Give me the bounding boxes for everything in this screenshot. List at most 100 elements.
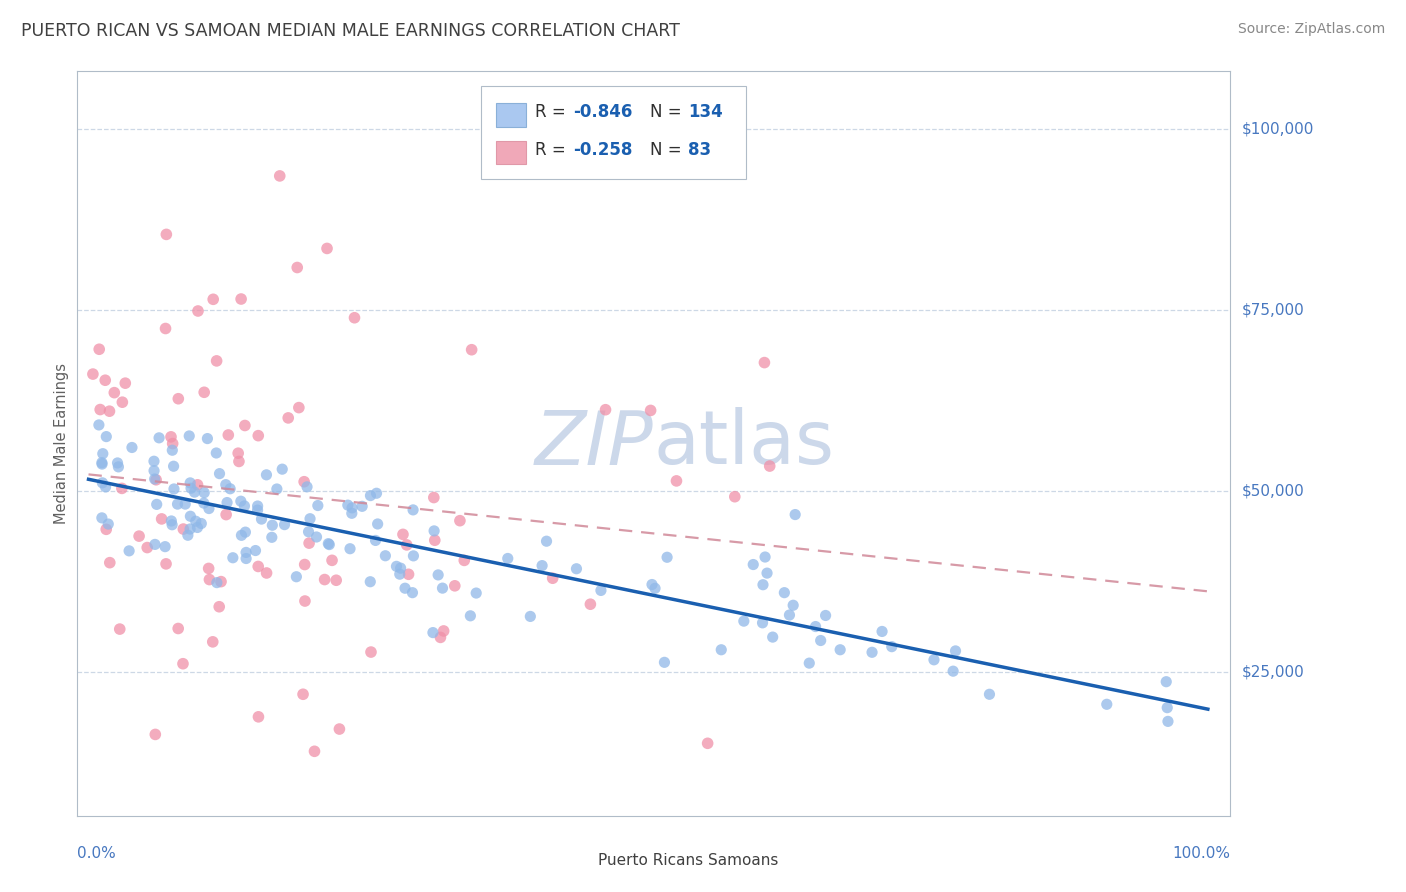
Point	[162, 443, 184, 458]
Point	[385, 559, 408, 574]
Text: 0.0%: 0.0%	[77, 846, 117, 861]
Point	[148, 431, 170, 445]
Point	[222, 550, 245, 565]
FancyBboxPatch shape	[481, 87, 747, 179]
Point	[804, 619, 827, 633]
Point	[89, 343, 111, 357]
Point	[752, 578, 775, 592]
Point	[733, 614, 755, 628]
Point	[91, 447, 114, 461]
Point	[180, 481, 202, 495]
Point	[136, 541, 159, 555]
Text: Samoans: Samoans	[709, 854, 779, 869]
Point	[143, 537, 166, 551]
Point	[163, 482, 186, 496]
Point	[205, 446, 228, 460]
Point	[285, 570, 308, 584]
Text: $25,000: $25,000	[1241, 664, 1305, 679]
Point	[215, 508, 238, 522]
Point	[754, 549, 776, 564]
Point	[246, 499, 269, 513]
Point	[128, 529, 150, 543]
Point	[186, 478, 208, 492]
Point	[90, 511, 112, 525]
Point	[316, 242, 339, 256]
Point	[107, 456, 129, 470]
Point	[423, 533, 446, 548]
Point	[187, 304, 209, 318]
Text: Puerto Ricans: Puerto Ricans	[599, 854, 703, 869]
Point	[288, 401, 311, 415]
Point	[395, 538, 418, 552]
Point	[860, 645, 883, 659]
Point	[340, 500, 363, 515]
Point	[465, 586, 488, 600]
Point	[179, 509, 201, 524]
Point	[111, 395, 134, 409]
Point	[201, 635, 224, 649]
Point	[402, 549, 425, 563]
Point	[595, 402, 617, 417]
Point	[785, 508, 807, 522]
Point	[305, 530, 328, 544]
Point	[432, 581, 454, 595]
Point	[183, 485, 205, 500]
Point	[336, 498, 359, 512]
Point	[318, 538, 340, 552]
Point	[360, 645, 382, 659]
Point	[710, 642, 733, 657]
Point	[87, 417, 110, 432]
Point	[870, 624, 893, 639]
Point	[364, 533, 387, 548]
Point	[589, 583, 612, 598]
Point	[339, 541, 361, 556]
Point	[304, 744, 326, 758]
Point	[90, 456, 112, 470]
Point	[665, 474, 688, 488]
Point	[155, 557, 177, 571]
FancyBboxPatch shape	[571, 853, 593, 871]
Point	[177, 528, 200, 542]
Point	[389, 561, 412, 575]
Point	[742, 558, 765, 572]
Text: $75,000: $75,000	[1241, 302, 1305, 318]
Point	[429, 631, 451, 645]
Point	[186, 520, 208, 534]
Point	[294, 594, 316, 608]
Point	[150, 512, 173, 526]
Point	[307, 499, 329, 513]
Point	[460, 608, 482, 623]
Text: PUERTO RICAN VS SAMOAN MEDIAN MALE EARNINGS CORRELATION CHART: PUERTO RICAN VS SAMOAN MEDIAN MALE EARNI…	[21, 22, 681, 40]
Point	[1156, 700, 1178, 714]
Point	[880, 640, 903, 654]
Point	[198, 501, 221, 516]
Point	[314, 573, 336, 587]
Point	[942, 664, 965, 678]
Point	[197, 561, 219, 575]
Point	[294, 558, 316, 572]
Point	[641, 577, 664, 591]
Text: 83: 83	[689, 141, 711, 159]
Point	[945, 644, 967, 658]
Point	[179, 429, 201, 443]
Point	[197, 432, 219, 446]
Point	[167, 392, 190, 406]
Point	[295, 480, 318, 494]
Point	[402, 503, 425, 517]
Point	[325, 574, 347, 588]
Point	[640, 403, 662, 417]
Point	[190, 516, 212, 531]
FancyBboxPatch shape	[496, 103, 526, 128]
Point	[773, 585, 796, 599]
Point	[103, 385, 125, 400]
Point	[219, 482, 242, 496]
Point	[160, 517, 183, 532]
Point	[231, 528, 253, 542]
Point	[145, 497, 167, 511]
Point	[118, 544, 141, 558]
Point	[208, 599, 231, 614]
Point	[1157, 714, 1180, 729]
Point	[82, 367, 104, 381]
Text: -0.258: -0.258	[574, 141, 633, 159]
Point	[205, 575, 228, 590]
